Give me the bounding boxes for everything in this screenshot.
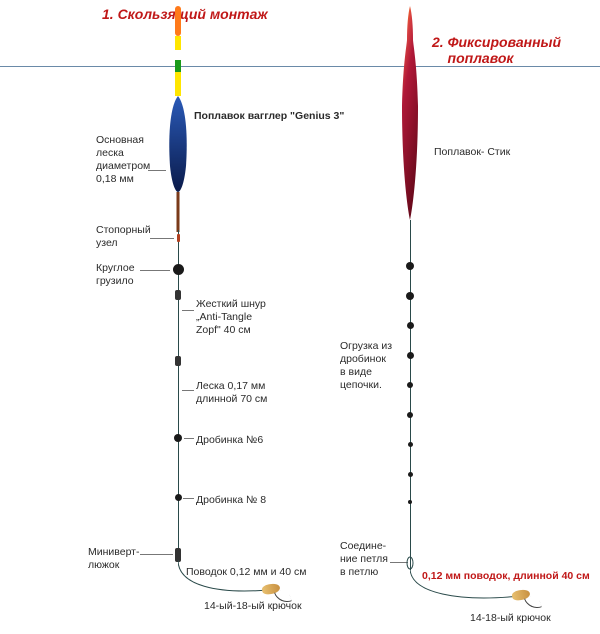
waggler-float-icon — [160, 6, 196, 232]
rig1-roundweight-label: Круглоегрузило — [96, 262, 135, 288]
rig2-title: 2. Фиксированный поплавок — [432, 34, 561, 66]
rig2-hook-label: 14-18-ый крючок — [470, 612, 551, 625]
rig1-mainline-label: Основнаялескадиаметром0,18 мм — [96, 134, 150, 187]
rig2-leader-label: 0,12 мм поводок, длинной 40 см — [422, 570, 590, 583]
rig2-shotchain-label: Огрузка издробинокв видецепочки. — [340, 340, 392, 393]
rig2-float-label: Поплавок- Стик — [434, 146, 510, 159]
rig1-roundweight-pointer — [140, 270, 170, 271]
rig1-leader017-pointer — [182, 390, 194, 391]
rig2-main-line — [410, 220, 411, 570]
rig1-shot8-pointer — [183, 498, 194, 499]
rig1-shot8-label: Дробинка № 8 — [196, 494, 266, 507]
rig1-stopper-knot — [177, 234, 180, 242]
rig2-shot-5 — [407, 382, 413, 388]
rig1-shot-8 — [175, 494, 182, 501]
rig1-miniswivel-pointer — [140, 554, 173, 555]
stick-float-icon — [394, 6, 426, 222]
rig1-leader017-label: Леска 0,17 ммдлинной 70 см — [196, 380, 267, 406]
rig1-main-line — [178, 230, 179, 560]
rig2-shot-4 — [407, 352, 414, 359]
rig1-mid-swivel — [175, 356, 181, 366]
rig2-shot-3 — [407, 322, 414, 329]
rig1-stopper-label: Стопорныйузел — [96, 224, 151, 250]
rig2-shot-9 — [408, 500, 412, 504]
rig1-leader012-label: Поводок 0,12 мм и 40 см — [186, 566, 307, 579]
water-surface-line — [0, 66, 600, 67]
rig2-shot-6 — [407, 412, 413, 418]
rig2-shot-1 — [406, 262, 414, 270]
rig1-antitangle-label: Жесткий шнур„Anti-TangleZopf" 40 см — [196, 298, 266, 337]
rig1-mainline-pointer — [148, 170, 166, 171]
rig1-antitangle-pointer — [182, 310, 194, 311]
rig1-shot-6 — [174, 434, 182, 442]
rig1-shot6-label: Дробинка №6 — [196, 434, 263, 447]
rig2-loop-label: Соедине-ние петляв петлю — [340, 540, 388, 579]
rig2-shot-8 — [408, 472, 413, 477]
rig1-top-swivel — [175, 290, 181, 300]
rig2-shot-2 — [406, 292, 414, 300]
rig1-hook-label: 14-ый-18-ый крючок — [204, 600, 302, 613]
text: Основнаялескадиаметром0,18 мм — [96, 134, 150, 185]
rig1-miniswivel-label: Миниверт-люжок — [88, 546, 140, 572]
rig1-round-weight — [173, 264, 184, 275]
rig1-float-label: Поплавок вагглер "Genius 3" — [194, 110, 344, 123]
rig1-stopper-pointer — [150, 238, 174, 239]
rig2-shot-7 — [408, 442, 413, 447]
rig1-shot6-pointer — [184, 438, 194, 439]
